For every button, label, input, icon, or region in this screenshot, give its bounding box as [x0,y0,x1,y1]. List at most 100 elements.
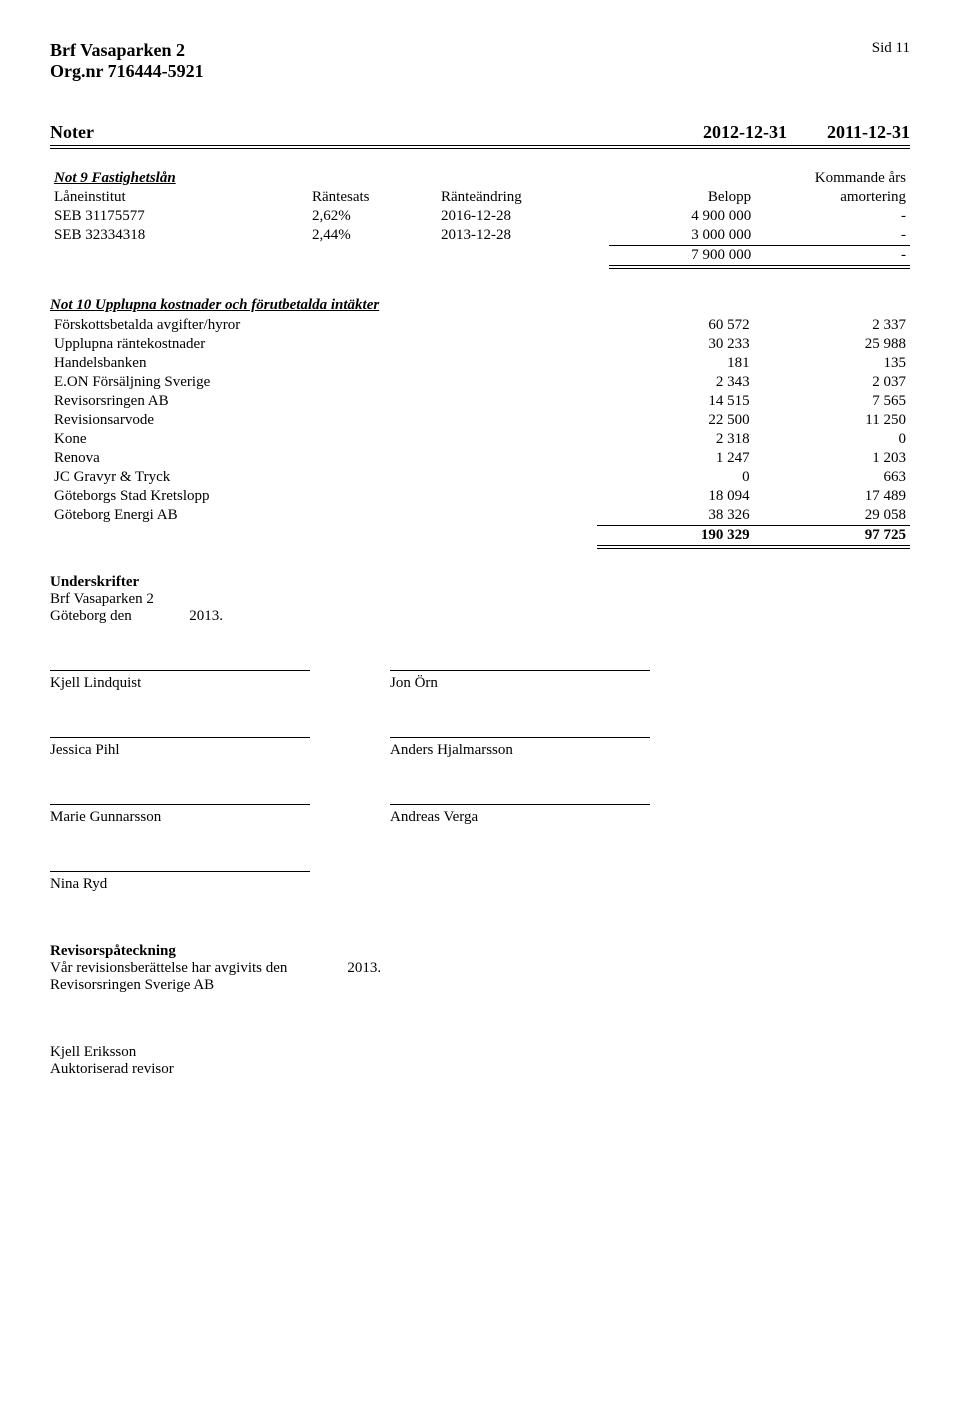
not9-col-belopp: Belopp [609,188,755,207]
signature-cell: Nina Ryd [50,871,310,893]
table-row: JC Gravyr & Tryck0663 [50,468,910,487]
signature-line [50,804,310,807]
item-label: Upplupna räntekostnader [50,335,597,354]
signature-cell: Jon Örn [390,670,650,692]
table-row: SEB 323343182,44%2013-12-283 000 000- [50,226,910,246]
table-row: E.ON Försäljning Sverige2 3432 037 [50,373,910,392]
signature-name: Jon Örn [390,675,650,692]
not10-total-c2: 97 725 [754,526,910,548]
org-block: Brf Vasaparken 2 Org.nr 716444-5921 [50,40,204,82]
signature-line [50,871,310,874]
item-c1: 0 [597,468,753,487]
signature-row: Marie Gunnarsson Andreas Verga [50,804,910,826]
item-label: Revisorsringen AB [50,392,597,411]
loan-change: 2013-12-28 [437,226,609,246]
underskrifter-place-date: Göteborg den 2013. [50,608,910,625]
item-c2: 2 037 [754,373,910,392]
not9-col-change: Ränteändring [437,188,609,207]
signature-cell: Anders Hjalmarsson [390,737,650,759]
item-c2: 2 337 [754,316,910,335]
loan-amort: - [755,207,910,226]
revisor-line1: Vår revisionsberättelse har avgivits den… [50,960,910,977]
not10-total-c1: 190 329 [597,526,753,548]
item-c2: 11 250 [754,411,910,430]
item-label: Förskottsbetalda avgifter/hyror [50,316,597,335]
signature-name: Anders Hjalmarsson [390,742,650,759]
table-row: SEB 311755772,62%2016-12-284 900 000- [50,207,910,226]
revisor-title: Revisorspåteckning [50,943,910,960]
signature-cell: Andreas Verga [390,804,650,826]
table-row: Förskottsbetalda avgifter/hyror60 5722 3… [50,316,910,335]
underskrifter-title: Underskrifter [50,574,910,591]
item-label: E.ON Försäljning Sverige [50,373,597,392]
item-c2: 17 489 [754,487,910,506]
signature-line [50,737,310,740]
item-c1: 2 343 [597,373,753,392]
table-row: Kone2 3180 [50,430,910,449]
not9-total-amort: - [755,246,910,268]
signature-row: Nina Ryd [50,871,910,893]
signature-row: Jessica Pihl Anders Hjalmarsson [50,737,910,759]
page-number: Sid 11 [872,40,910,82]
loan-belopp: 3 000 000 [609,226,755,246]
item-c1: 38 326 [597,506,753,526]
auth-title: Auktoriserad revisor [50,1061,910,1078]
table-row: Göteborgs Stad Kretslopp18 09417 489 [50,487,910,506]
signature-cell: Jessica Pihl [50,737,310,759]
item-c1: 60 572 [597,316,753,335]
item-c1: 2 318 [597,430,753,449]
item-c2: 25 988 [754,335,910,354]
item-c2: 0 [754,430,910,449]
item-label: Revisionsarvode [50,411,597,430]
item-c2: 135 [754,354,910,373]
item-label: Kone [50,430,597,449]
item-c2: 663 [754,468,910,487]
not10-table: Förskottsbetalda avgifter/hyror60 5722 3… [50,316,910,549]
revisor-line2: Revisorsringen Sverige AB [50,977,910,994]
item-c2: 7 565 [754,392,910,411]
signature-name: Nina Ryd [50,876,310,893]
page-header: Brf Vasaparken 2 Org.nr 716444-5921 Sid … [50,40,910,82]
item-label: Handelsbanken [50,354,597,373]
item-c1: 30 233 [597,335,753,354]
not9-title: Not 9 Fastighetslån [50,169,609,188]
loan-amort: - [755,226,910,246]
signature-name: Andreas Verga [390,809,650,826]
noter-date1: 2012-12-31 [703,122,787,143]
signatures: Kjell Lindquist Jon Örn Jessica Pihl Anders… [50,670,910,893]
noter-dates: 2012-12-31 2011-12-31 [703,122,910,143]
item-label: Renova [50,449,597,468]
signature-cell: Kjell Lindquist [50,670,310,692]
signature-row: Kjell Lindquist Jon Örn [50,670,910,692]
not9-total-belopp: 7 900 000 [609,246,755,268]
item-c1: 14 515 [597,392,753,411]
auth-name: Kjell Eriksson [50,1044,910,1061]
item-c2: 1 203 [754,449,910,468]
signature-name: Marie Gunnarsson [50,809,310,826]
item-c1: 22 500 [597,411,753,430]
signature-cell: Marie Gunnarsson [50,804,310,826]
not9-col-kommande: Kommande års [755,169,910,188]
item-c1: 1 247 [597,449,753,468]
loan-inst: SEB 32334318 [50,226,308,246]
table-row: Renova1 2471 203 [50,449,910,468]
underskrifter-org: Brf Vasaparken 2 [50,591,910,608]
signature-line [390,670,650,673]
table-row: Revisionsarvode22 50011 250 [50,411,910,430]
not9-table: Not 9 Fastighetslån Kommande års Låneins… [50,169,910,269]
not10-title: Not 10 Upplupna kostnader och förutbetal… [50,297,910,314]
item-c1: 18 094 [597,487,753,506]
loan-belopp: 4 900 000 [609,207,755,226]
table-row: Handelsbanken181135 [50,354,910,373]
not9-col-rate: Räntesats [308,188,437,207]
signature-line [390,737,650,740]
noter-date2: 2011-12-31 [827,122,910,143]
signature-line [50,670,310,673]
signature-name: Kjell Lindquist [50,675,310,692]
noter-title: Noter [50,122,94,143]
loan-change: 2016-12-28 [437,207,609,226]
revisor-block: Revisorspåteckning Vår revisionsberättel… [50,943,910,1078]
item-label: JC Gravyr & Tryck [50,468,597,487]
item-c2: 29 058 [754,506,910,526]
table-row: Upplupna räntekostnader30 23325 988 [50,335,910,354]
